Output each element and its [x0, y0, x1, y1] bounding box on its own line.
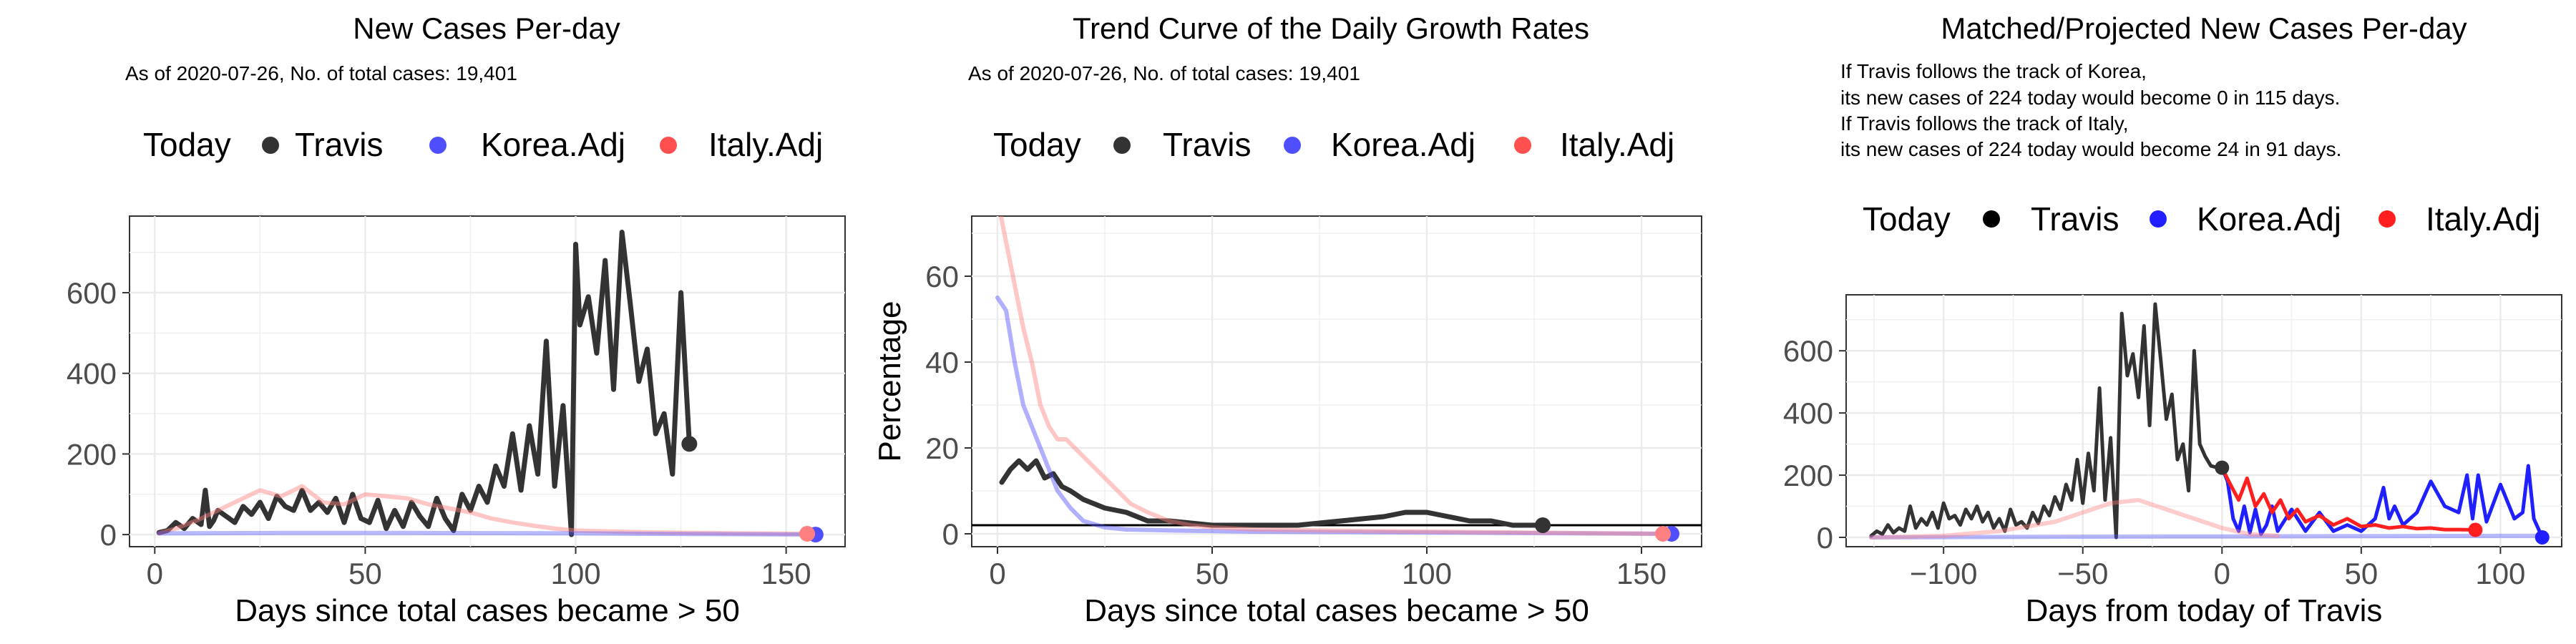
- x-tick-label: 50: [1196, 557, 1229, 590]
- x-tick-label: 0: [989, 557, 1005, 590]
- panel-2-ticks: 0 50 100 150 0 20 40 60: [925, 260, 1667, 590]
- series-line-travis: [999, 458, 1546, 528]
- panel-1-legend: Today Travis Korea.Adj Italy.Adj: [143, 126, 823, 163]
- panel-1-title: New Cases Per-day: [353, 11, 620, 45]
- series-line-italy-adj: [2220, 466, 2477, 532]
- x-tick-label: 50: [348, 557, 382, 590]
- panel-1-legend-key-korea: [429, 137, 447, 154]
- series-line-travis: [1869, 302, 2224, 540]
- panel-3-legend-label-korea: Korea.Adj: [2197, 200, 2341, 238]
- x-tick-label: 50: [2344, 557, 2378, 590]
- endpoint-korea-adj: [2534, 530, 2550, 545]
- panel-2-subtitle: As of 2020-07-26, No. of total cases: 19…: [968, 62, 1360, 84]
- panel-2-legend-label-korea: Korea.Adj: [1331, 126, 1475, 163]
- panel-3-legend-key-korea: [2150, 210, 2167, 228]
- panel-2-plot-area: [971, 215, 1702, 547]
- panel-3-legend-title: Today: [1863, 200, 1951, 238]
- panel-3-note-line-3: If Travis follows the track of Italy,: [1840, 112, 2129, 135]
- y-tick-label: 60: [925, 260, 959, 293]
- panel-2-legend-label-travis: Travis: [1163, 126, 1252, 163]
- endpoint-italy-adj: [1655, 526, 1671, 542]
- endpoint-italy-adj: [2468, 522, 2483, 537]
- panel-1-legend-key-travis: [262, 137, 279, 154]
- panel-growth-rates: Trend Curve of the Daily Growth Rates As…: [872, 11, 1702, 628]
- x-tick-label: 150: [1616, 557, 1667, 590]
- panel-3-x-axis-title: Days from today of Travis: [2026, 593, 2383, 628]
- panel-3-legend-key-travis: [1983, 210, 2000, 228]
- y-tick-label: 0: [942, 517, 959, 551]
- y-tick-label: 40: [925, 346, 959, 379]
- panel-1-legend-title: Today: [143, 126, 231, 163]
- endpoint-travis: [681, 436, 698, 452]
- panel-new-cases-per-day: New Cases Per-day As of 2020-07-26, No. …: [67, 11, 846, 628]
- panel-3-legend: Today Travis Korea.Adj Italy.Adj: [1863, 200, 2540, 238]
- panel-3-gridlines: [1846, 295, 2562, 547]
- panel-1-series: [156, 230, 824, 543]
- series-line-travis: [156, 230, 692, 537]
- x-tick-label: 100: [550, 557, 600, 590]
- endpoint-italy-adj: [799, 525, 816, 542]
- panel-2-y-axis-title: Percentage: [872, 301, 907, 462]
- panel-3-note-line-2: its new cases of 224 today would become …: [1840, 87, 2340, 109]
- endpoint-travis: [1535, 517, 1551, 533]
- panel-1-legend-label-korea: Korea.Adj: [481, 126, 625, 163]
- panel-3-series: [1869, 302, 2550, 545]
- x-tick-label: 150: [761, 557, 811, 590]
- panel-3-legend-label-travis: Travis: [2031, 200, 2119, 238]
- y-tick-label: 400: [67, 357, 117, 391]
- panel-2-legend-key-korea: [1284, 137, 1301, 154]
- y-tick-label: 400: [1783, 396, 1833, 430]
- panel-2-legend-label-italy: Italy.Adj: [1560, 126, 1674, 163]
- y-tick-label: 20: [925, 431, 959, 465]
- endpoint-travis: [2215, 460, 2230, 475]
- panel-1-legend-label-travis: Travis: [295, 126, 384, 163]
- panel-3-note-line-4: its new cases of 224 today would become …: [1840, 138, 2341, 160]
- panel-3-ticks: −100 −50 0 50 100 0 200 400 600: [1783, 334, 2526, 590]
- series-line-korea-adj: [995, 296, 1674, 536]
- panel-2-legend-title: Today: [993, 126, 1081, 163]
- panel-3-title: Matched/Projected New Cases Per-day: [1941, 11, 2467, 45]
- panel-2-legend-key-travis: [1113, 137, 1131, 154]
- panel-2-legend-key-italy: [1514, 137, 1531, 154]
- panel-1-subtitle: As of 2020-07-26, No. of total cases: 19…: [125, 62, 517, 84]
- panel-2-series: [972, 216, 1702, 542]
- x-tick-label: −50: [2057, 557, 2108, 590]
- panel-1-legend-key-italy: [660, 137, 677, 154]
- panel-1-ticks: 0 50 100 150 0 200 400 600: [67, 276, 811, 590]
- x-tick-label: 100: [2475, 557, 2525, 590]
- panel-2-legend: Today Travis Korea.Adj Italy.Adj: [993, 126, 1674, 163]
- panel-1-x-axis-title: Days since total cases became > 50: [235, 593, 740, 628]
- panel-1-legend-label-italy: Italy.Adj: [708, 126, 823, 163]
- y-tick-label: 200: [67, 437, 117, 471]
- x-tick-label: 100: [1402, 557, 1452, 590]
- y-tick-label: 600: [1783, 334, 1833, 368]
- series-line-italy-adj: [998, 216, 1665, 536]
- panel-matched-projected: Matched/Projected New Cases Per-day If T…: [1783, 11, 2562, 628]
- panel-2-x-axis-title: Days since total cases became > 50: [1084, 593, 1589, 628]
- y-tick-label: 0: [100, 518, 117, 552]
- panel-2-gridlines: [972, 216, 1702, 547]
- series-line-italy-adj: [157, 484, 810, 536]
- series-line-italy-adj-matched-: [1869, 497, 2280, 540]
- x-tick-label: 0: [147, 557, 163, 590]
- series-line-korea-adj-matched-: [1869, 533, 2545, 540]
- panel-3-legend-label-italy: Italy.Adj: [2426, 200, 2540, 238]
- x-tick-label: −100: [1910, 557, 1978, 590]
- panel-3-note-line-1: If Travis follows the track of Korea,: [1840, 60, 2147, 82]
- series-line-korea-adj: [2220, 464, 2545, 540]
- x-tick-label: 0: [2214, 557, 2230, 590]
- panel-3-legend-key-italy: [2379, 210, 2396, 228]
- y-tick-label: 0: [1817, 521, 1833, 555]
- panel-2-title: Trend Curve of the Daily Growth Rates: [1073, 11, 1589, 45]
- y-tick-label: 200: [1783, 459, 1833, 492]
- y-tick-label: 600: [67, 276, 117, 310]
- series-line-korea-adj: [157, 530, 818, 537]
